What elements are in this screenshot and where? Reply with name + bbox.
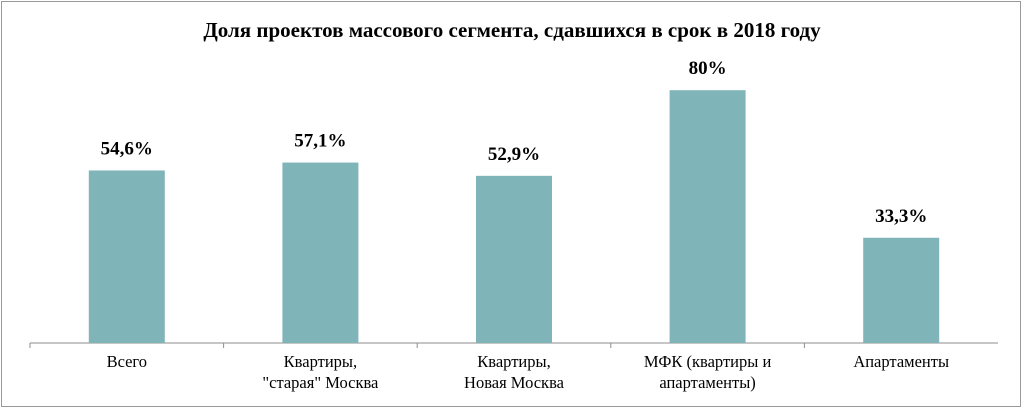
data-label: 80% — [689, 58, 727, 79]
data-label: 33,3% — [875, 206, 927, 227]
category-label: МФК (квартиры и апартаменты) — [613, 351, 803, 393]
category-label-line: Апартаменты — [853, 352, 950, 371]
category-label-line: МФК (квартиры и — [643, 352, 772, 371]
category-label-line: Квартиры, — [477, 352, 551, 371]
data-label: 57,1% — [294, 131, 346, 152]
bar — [282, 162, 359, 343]
data-label: 54,6% — [101, 138, 153, 159]
category-label-line: апартаменты) — [659, 373, 756, 392]
category-label-line: Квартиры, — [283, 352, 358, 371]
category-label: Всего — [32, 351, 222, 372]
category-label: Квартиры, "старая" Москва — [225, 351, 415, 393]
data-label: 52,9% — [488, 144, 540, 165]
bar — [669, 90, 746, 343]
bar — [88, 170, 165, 343]
chart-title: Доля проектов массового сегмента, сдавши… — [203, 18, 821, 42]
category-label-line: "старая" Москва — [262, 373, 379, 392]
bar — [863, 237, 940, 343]
category-label: Апартаменты — [806, 351, 996, 372]
category-label-line: Новая Москва — [464, 373, 564, 392]
category-label: Квартиры, Новая Москва — [419, 351, 609, 393]
category-label-line: Всего — [106, 352, 148, 371]
bar — [476, 175, 552, 343]
